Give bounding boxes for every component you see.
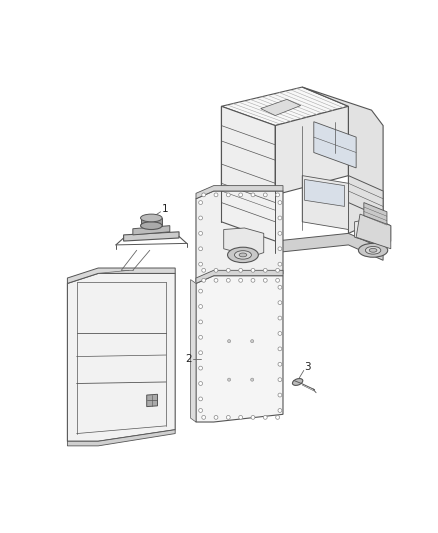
- Polygon shape: [133, 225, 170, 235]
- Circle shape: [278, 231, 282, 235]
- Circle shape: [228, 378, 231, 381]
- Circle shape: [276, 269, 279, 272]
- Circle shape: [251, 415, 255, 419]
- Circle shape: [263, 269, 267, 272]
- Circle shape: [199, 262, 202, 266]
- Polygon shape: [349, 175, 383, 218]
- Circle shape: [214, 193, 218, 197]
- Circle shape: [199, 216, 202, 220]
- Polygon shape: [276, 106, 349, 195]
- Polygon shape: [302, 87, 383, 233]
- Circle shape: [278, 285, 282, 289]
- Circle shape: [199, 335, 202, 339]
- Circle shape: [278, 378, 282, 382]
- Circle shape: [278, 347, 282, 351]
- Polygon shape: [191, 280, 196, 422]
- Polygon shape: [67, 268, 175, 284]
- Circle shape: [214, 269, 218, 272]
- Circle shape: [239, 415, 243, 419]
- Polygon shape: [141, 218, 162, 225]
- Circle shape: [202, 415, 205, 419]
- Circle shape: [278, 408, 282, 413]
- Circle shape: [199, 408, 202, 413]
- Circle shape: [226, 193, 230, 197]
- Circle shape: [278, 332, 282, 335]
- Circle shape: [276, 278, 279, 282]
- Polygon shape: [196, 185, 283, 199]
- Circle shape: [226, 278, 230, 282]
- Ellipse shape: [234, 251, 251, 259]
- Circle shape: [202, 278, 205, 282]
- Ellipse shape: [228, 247, 258, 263]
- Circle shape: [199, 320, 202, 324]
- Circle shape: [278, 301, 282, 304]
- Circle shape: [214, 415, 218, 419]
- Ellipse shape: [293, 378, 303, 385]
- Circle shape: [239, 193, 243, 197]
- Circle shape: [202, 269, 205, 272]
- Circle shape: [278, 316, 282, 320]
- Circle shape: [214, 278, 218, 282]
- Polygon shape: [221, 87, 349, 126]
- Polygon shape: [124, 232, 179, 241]
- Polygon shape: [67, 273, 175, 441]
- Circle shape: [199, 351, 202, 354]
- Ellipse shape: [358, 244, 388, 257]
- Polygon shape: [304, 180, 345, 206]
- Circle shape: [278, 393, 282, 397]
- Circle shape: [276, 415, 279, 419]
- Polygon shape: [356, 214, 391, 249]
- Circle shape: [278, 200, 282, 205]
- Polygon shape: [224, 228, 264, 256]
- Circle shape: [199, 304, 202, 309]
- Text: 3: 3: [304, 361, 311, 372]
- Circle shape: [251, 340, 254, 343]
- Circle shape: [199, 289, 202, 293]
- Polygon shape: [302, 175, 349, 230]
- Polygon shape: [196, 191, 283, 282]
- Circle shape: [278, 362, 282, 366]
- Ellipse shape: [239, 253, 247, 257]
- Circle shape: [251, 269, 255, 272]
- Polygon shape: [67, 430, 175, 446]
- Text: 2: 2: [185, 354, 192, 364]
- Circle shape: [251, 378, 254, 381]
- Polygon shape: [314, 122, 356, 168]
- Circle shape: [278, 247, 282, 251]
- Circle shape: [263, 278, 267, 282]
- Circle shape: [239, 278, 243, 282]
- Circle shape: [263, 415, 267, 419]
- Ellipse shape: [141, 214, 162, 222]
- Polygon shape: [147, 394, 158, 407]
- Circle shape: [278, 262, 282, 266]
- Circle shape: [199, 382, 202, 385]
- Polygon shape: [355, 218, 391, 247]
- Polygon shape: [364, 203, 387, 230]
- Circle shape: [199, 231, 202, 235]
- Polygon shape: [221, 106, 276, 241]
- Circle shape: [199, 397, 202, 401]
- Polygon shape: [261, 99, 301, 116]
- Circle shape: [226, 269, 230, 272]
- Text: 1: 1: [162, 204, 169, 214]
- Ellipse shape: [369, 248, 377, 252]
- Circle shape: [199, 366, 202, 370]
- Circle shape: [251, 193, 255, 197]
- Polygon shape: [196, 276, 283, 422]
- Circle shape: [239, 269, 243, 272]
- Circle shape: [199, 200, 202, 205]
- Circle shape: [202, 193, 205, 197]
- Circle shape: [226, 415, 230, 419]
- Ellipse shape: [365, 246, 381, 254]
- Polygon shape: [196, 270, 283, 284]
- Circle shape: [251, 278, 255, 282]
- Circle shape: [228, 340, 231, 343]
- Ellipse shape: [141, 222, 162, 230]
- Circle shape: [199, 247, 202, 251]
- Circle shape: [278, 216, 282, 220]
- Polygon shape: [276, 233, 383, 260]
- Circle shape: [276, 193, 279, 197]
- Circle shape: [263, 193, 267, 197]
